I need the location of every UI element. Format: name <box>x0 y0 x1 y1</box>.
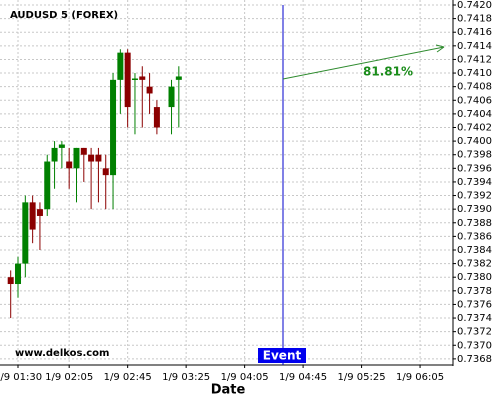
candle-body <box>7 277 14 285</box>
y-tick-label: 0.7408 <box>457 82 492 93</box>
x-tick-label: 1/9 02:05 <box>45 372 93 383</box>
grid <box>0 0 453 365</box>
y-tick-label: 0.7392 <box>457 191 492 202</box>
event-label: Event <box>263 349 302 363</box>
y-tick-label: 0.7410 <box>457 68 492 79</box>
candle-body <box>102 168 109 176</box>
candle-body <box>110 79 117 176</box>
y-tick-label: 0.7380 <box>457 272 492 283</box>
x-tick-label: 1/9 04:45 <box>279 372 327 383</box>
x-tick-label: 1/9 01:30 <box>0 372 42 383</box>
candle-body <box>88 154 95 162</box>
y-tick-label: 0.7396 <box>457 163 492 174</box>
candle-body <box>73 147 80 169</box>
watermark: www.delkos.com <box>15 348 109 359</box>
candle-body <box>58 144 65 148</box>
candle-body <box>51 147 58 162</box>
candle-body <box>124 52 131 108</box>
y-tick-label: 0.7400 <box>457 136 492 147</box>
x-tick-label: 1/9 02:45 <box>104 372 152 383</box>
candle-body <box>80 147 87 155</box>
y-tick-label: 0.7368 <box>457 354 492 365</box>
y-tick-label: 0.7420 <box>457 0 492 11</box>
candles <box>7 49 182 319</box>
candle-body <box>168 86 175 108</box>
y-tick-label: 0.7402 <box>457 122 492 133</box>
y-tick-label: 0.7418 <box>457 14 492 25</box>
x-tick-label: 1/9 06:05 <box>396 372 444 383</box>
candle-body <box>146 86 153 94</box>
candle-body <box>66 161 73 169</box>
y-tick-label: 0.7416 <box>457 27 492 38</box>
candle-body <box>29 202 36 230</box>
projection-arrow <box>282 46 445 80</box>
y-tick-label: 0.7378 <box>457 286 492 297</box>
y-tick-label: 0.7412 <box>457 54 492 65</box>
x-axis-label: Date <box>211 383 246 398</box>
y-tick-label: 0.7370 <box>457 340 492 351</box>
y-tick-label: 0.7404 <box>457 109 492 120</box>
x-tick-label: 1/9 05:25 <box>338 372 386 383</box>
candle-body <box>95 154 102 162</box>
candle-body <box>139 76 146 80</box>
y-tick-label: 0.7386 <box>457 231 492 242</box>
candle-body <box>36 209 43 216</box>
y-tick-label: 0.7374 <box>457 313 492 324</box>
candle-body <box>15 263 22 285</box>
candle-body <box>153 107 160 128</box>
candle-body <box>175 76 182 80</box>
x-tick-label: 1/9 03:25 <box>162 372 210 383</box>
candle-body <box>117 52 124 80</box>
arrow-head <box>435 44 445 53</box>
y-tick-label: 0.7390 <box>457 204 492 215</box>
probability-label: 81.81% <box>363 65 413 79</box>
y-tick-label: 0.7414 <box>457 41 492 52</box>
y-tick-label: 0.7372 <box>457 327 492 338</box>
y-tick-label: 0.7384 <box>457 245 492 256</box>
event-box <box>258 348 306 363</box>
chart-title: AUDUSD 5 (FOREX) <box>10 10 118 21</box>
candle-body <box>44 161 51 210</box>
y-tick-label: 0.7376 <box>457 299 492 310</box>
y-tick-label: 0.7398 <box>457 150 492 161</box>
x-tick-label: 1/9 04:05 <box>221 372 269 383</box>
candle-body <box>22 202 29 264</box>
y-tick-label: 0.7388 <box>457 218 492 229</box>
y-tick-label: 0.7406 <box>457 95 492 106</box>
candle-body <box>131 78 138 80</box>
y-tick-label: 0.7394 <box>457 177 492 188</box>
y-tick-label: 0.7382 <box>457 259 492 270</box>
